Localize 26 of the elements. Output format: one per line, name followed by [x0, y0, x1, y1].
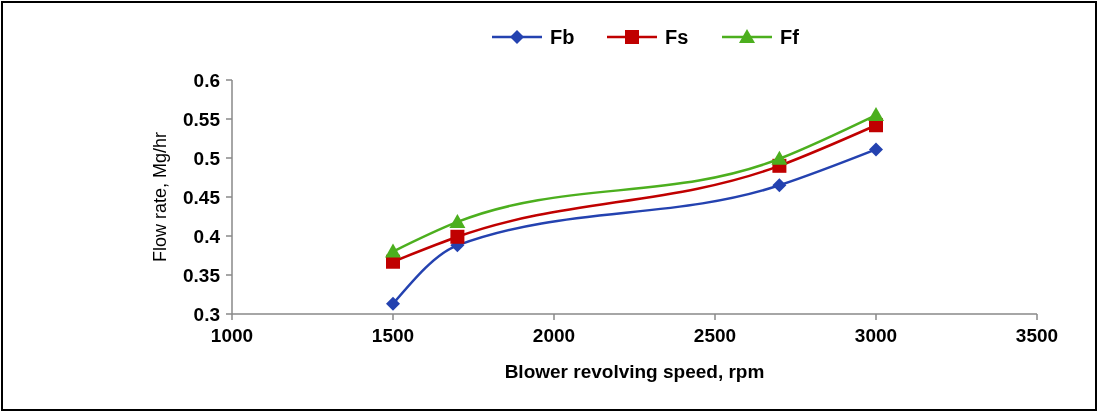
point	[772, 178, 787, 193]
legend-label: Fs	[665, 26, 689, 48]
point	[869, 142, 883, 157]
point	[386, 296, 400, 311]
y-tick-label: 0.35	[183, 264, 221, 286]
x-tick-label: 1500	[371, 325, 415, 346]
legend-label: Ff	[780, 26, 800, 48]
point	[449, 213, 466, 228]
point	[771, 150, 788, 165]
x-tick-label: 3500	[1015, 325, 1059, 346]
y-axis-title: Flow rate, Mg/hr	[150, 131, 170, 263]
x-tick-label: 2500	[693, 325, 737, 346]
x-tick-label: 3000	[854, 325, 898, 346]
x-tick-label: 2000	[532, 325, 576, 346]
y-tick-label: 0.6	[193, 69, 220, 91]
x-tick-label: 1000	[210, 325, 254, 346]
x-axis-title: Blower revolving speed, rpm	[504, 361, 765, 382]
y-tick-label: 0.4	[193, 225, 221, 247]
y-tick-label: 0.55	[183, 108, 221, 130]
y-tick-label: 0.3	[193, 303, 220, 325]
point	[450, 229, 465, 244]
y-tick-label: 0.45	[183, 186, 221, 208]
point	[385, 243, 401, 258]
legend-label: Fb	[550, 26, 575, 48]
point	[868, 107, 884, 122]
y-tick-label: 0.5	[193, 147, 221, 169]
